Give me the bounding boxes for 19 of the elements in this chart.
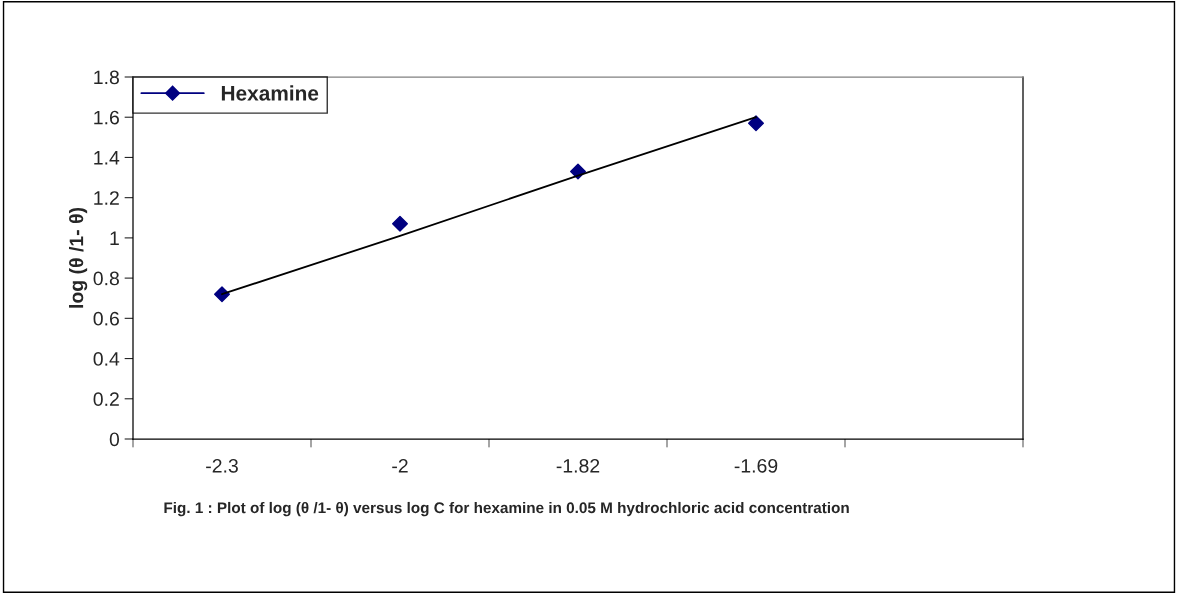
y-tick-label: 0.6 xyxy=(93,311,119,326)
y-tick-label: 1.2 xyxy=(94,191,119,205)
caption: Fig. 1 : Plot of log (θ /1- θ) versus log C for hexamine in 0.05 M hydrochloric acid concentration xyxy=(164,501,849,517)
y-tick-label: 0 xyxy=(109,432,120,447)
y-tick-label: 1 xyxy=(110,231,119,245)
y-tick-label: 0.4 xyxy=(93,352,120,366)
y-tick-label: 0.2 xyxy=(93,392,119,407)
x-tick-label: -1.69 xyxy=(734,458,778,473)
y-tick-label: 0.8 xyxy=(93,271,119,286)
x-tick-label: -1.82 xyxy=(556,458,600,473)
x-tick-label: -2 xyxy=(392,458,408,473)
y-tick-label: 1.6 xyxy=(94,110,119,125)
y-tick-label: 1.8 xyxy=(94,70,119,85)
y-tick-label: 1.4 xyxy=(94,151,120,165)
point xyxy=(748,115,764,132)
x-tick-label: -2.3 xyxy=(206,458,238,473)
legend-label: Hexamine xyxy=(221,85,319,101)
y-axis-title: log (θ /1- θ) xyxy=(69,207,88,308)
point xyxy=(392,215,408,232)
